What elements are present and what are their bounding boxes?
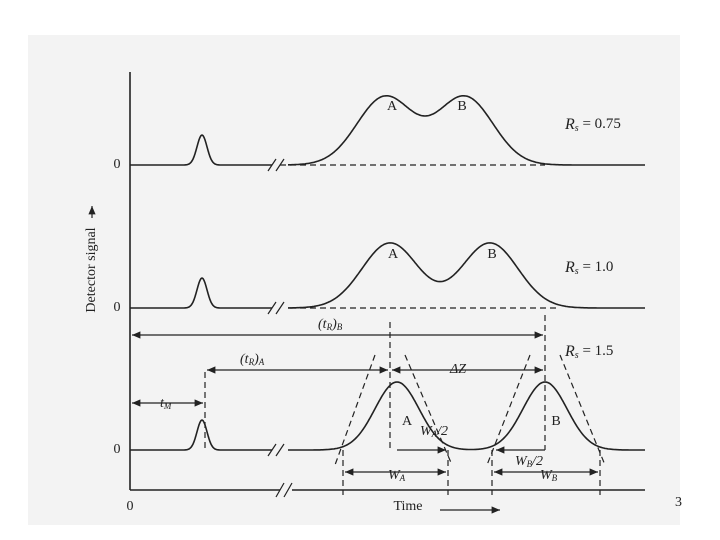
tra-label: (tR)A — [240, 352, 265, 367]
trb-label: (tR)B — [318, 317, 343, 332]
rs-value: = 0.75 — [579, 116, 621, 132]
trace-break — [267, 443, 285, 457]
tm-label: tM — [160, 396, 172, 411]
rs-value: = 1.5 — [579, 343, 614, 359]
dz-label: ΔZ — [449, 362, 466, 377]
baseline-label: 0 — [114, 442, 121, 457]
rs-sub: s — [575, 266, 579, 277]
rs-value: = 1.0 — [579, 259, 614, 275]
wb-half-label: WB/2 — [515, 454, 543, 469]
axis-break — [275, 482, 293, 498]
rs-symbol: R — [564, 343, 575, 360]
peak-label: A — [402, 414, 413, 429]
resolution-label: Rs = 0.75 — [564, 116, 621, 135]
rs-symbol: R — [564, 116, 575, 133]
chromatogram-trace — [130, 381, 645, 451]
origin-label: 0 — [127, 499, 134, 514]
baseline-label: 0 — [114, 157, 121, 172]
peak-label: A — [388, 247, 399, 262]
wa-half-label: WA/2 — [420, 424, 448, 439]
x-axis-label: Time — [393, 499, 422, 514]
chromatogram-trace — [130, 242, 645, 309]
annotations: (tR)B (tR)A tM ΔZ WA/2 WB/2 WA WB — [132, 315, 606, 495]
baseline-label: 0 — [114, 300, 121, 315]
trace-break — [267, 301, 285, 315]
width-lines — [342, 450, 601, 495]
peak-label: B — [551, 414, 560, 429]
peak-label: B — [487, 247, 496, 262]
retention-lines — [204, 315, 546, 450]
rs-symbol: R — [564, 259, 575, 276]
rs-sub: s — [575, 350, 579, 361]
peak-label: B — [457, 99, 466, 114]
page-number: 3 — [675, 495, 682, 510]
wa-label: WA — [388, 468, 406, 483]
rs-sub: s — [575, 123, 579, 134]
resolution-label: Rs = 1.5 — [564, 343, 613, 362]
peak-label: A — [387, 99, 398, 114]
wb-label: WB — [540, 468, 558, 483]
chromatogram-trace — [130, 95, 645, 166]
resolution-label: Rs = 1.0 — [564, 259, 613, 278]
y-axis-label: Detector signal — [84, 227, 99, 312]
